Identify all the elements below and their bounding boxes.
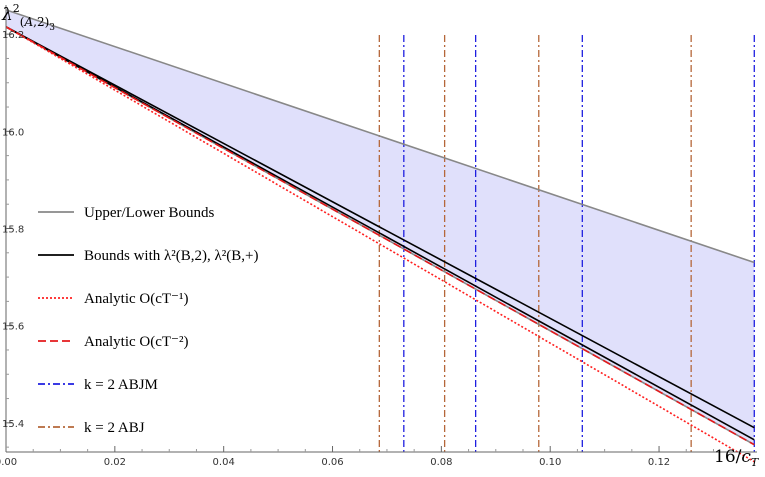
legend-label: Analytic O(cT⁻²) — [84, 334, 188, 350]
legend-entry-5: k = 2 ABJ — [38, 420, 145, 436]
y-tick-label: 15.6 — [2, 322, 24, 333]
series-layer — [5, 9, 755, 463]
y-tick-label: 15.4 — [2, 419, 24, 430]
y-tick-label: 15.8 — [2, 225, 24, 236]
legend-label: Analytic O(cT⁻¹) — [84, 291, 188, 307]
series-line-5 — [5, 26, 755, 463]
x-tick-label: 0.06 — [321, 457, 343, 468]
series-line-2 — [5, 26, 755, 429]
series-line-4 — [5, 26, 755, 446]
legend-entry-2: Analytic O(cT⁻¹) — [38, 291, 188, 307]
x-tick-label: 0.04 — [213, 457, 235, 468]
x-tick-label: 0.00 — [0, 457, 17, 468]
series-line-0 — [5, 9, 755, 264]
y-tick-label: 16.0 — [2, 127, 24, 138]
vertical-lines-layer — [378, 35, 755, 452]
legend-entry-3: Analytic O(cT⁻²) — [38, 334, 188, 350]
series-line-3 — [5, 26, 755, 441]
x-tick-label: 0.02 — [104, 457, 126, 468]
legend: Upper/Lower Bounds Bounds with λ²(B,2), λ… — [38, 205, 259, 436]
legend-entry-4: k = 2 ABJM — [38, 377, 158, 393]
legend-label: k = 2 ABJM — [84, 377, 158, 393]
x-axis-title: 16/cT — [714, 447, 760, 469]
y-axis-title: λ2(A,2)3 — [1, 2, 55, 33]
x-tick-label: 0.12 — [648, 457, 670, 468]
axes-layer: 0.00 0.02 0.04 0.06 0.08 0.10 0.12 15.4 15.6 15.8… — [0, 5, 757, 468]
y-tick-label: 16.2 — [2, 30, 24, 41]
legend-entry-1: Bounds with λ²(B,2), λ²(B,+) — [38, 248, 259, 264]
x-tick-label: 0.08 — [430, 457, 452, 468]
legend-label: k = 2 ABJ — [84, 420, 145, 436]
legend-label: Upper/Lower Bounds — [84, 205, 215, 221]
legend-label: Bounds with λ²(B,2), λ²(B,+) — [84, 248, 259, 264]
x-tick-label: 0.10 — [539, 457, 561, 468]
legend-entry-0: Upper/Lower Bounds — [38, 205, 215, 221]
